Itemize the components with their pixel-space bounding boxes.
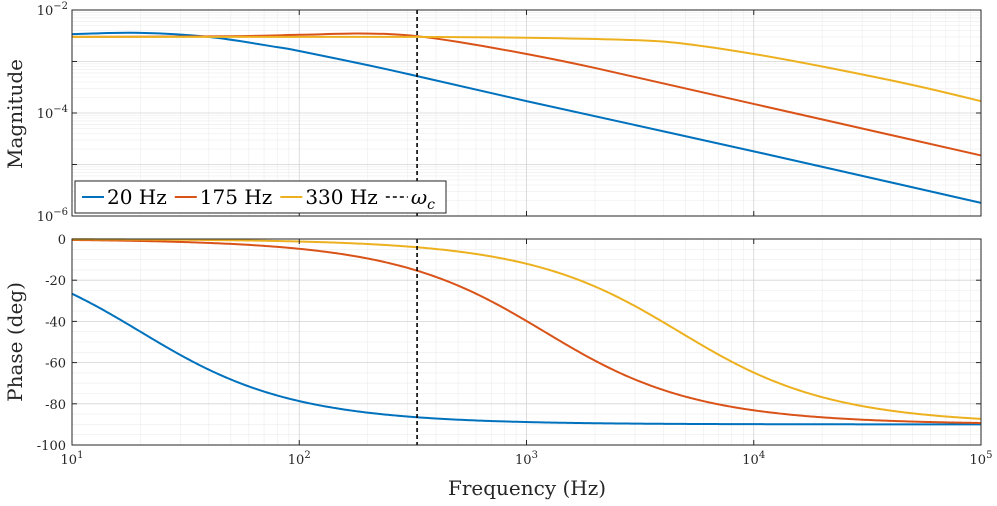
phase-y-tick-label: -40	[45, 315, 66, 330]
phase-panel: -100 -80 -60 -40 -20 0 101 102 103 104 105	[37, 233, 993, 468]
phase-series-175hz	[71, 238, 982, 424]
x-tick-label: 103	[515, 450, 538, 468]
axes-frame	[71, 238, 982, 446]
x-tick-label: 104	[742, 450, 765, 468]
magnitude-y-tick-label: 10−6	[37, 207, 68, 225]
phase-y-tick-label: -60	[45, 357, 66, 372]
phase-y-tick-label: -80	[45, 398, 66, 413]
phase-series-330hz	[71, 238, 982, 420]
magnitude-y-tick-label: 10−2	[37, 1, 68, 19]
magnitude-series-175hz	[71, 32, 982, 157]
x-tick-label: 105	[970, 450, 993, 468]
phase-y-axis-label: Phase (deg)	[3, 282, 27, 402]
x-tick-label: 101	[61, 450, 84, 468]
legend-entry-175hz: 175 Hz	[200, 185, 273, 209]
legend-box	[74, 180, 447, 214]
x-axis-label: Frequency (Hz)	[448, 476, 606, 500]
legend-entry-20hz: 20 Hz	[107, 185, 167, 209]
x-tick-label: 102	[288, 450, 311, 468]
legend-entry-330hz: 330 Hz	[305, 185, 378, 209]
magnitude-y-tick-label: 10−4	[37, 104, 68, 122]
phase-y-tick-label: 0	[58, 233, 66, 248]
magnitude-y-axis-label: Magnitude	[3, 59, 27, 169]
phase-y-tick-label: -100	[37, 439, 66, 454]
magnitude-series-330hz	[72, 35, 982, 103]
phase-y-tick-label: -20	[45, 274, 66, 289]
legend: 20 Hz 175 Hz 330 Hz ωc	[74, 180, 447, 214]
phase-series-20hz	[71, 292, 981, 426]
legend-entry-omega-c: ωc	[411, 185, 435, 213]
axes-frame	[71, 9, 982, 217]
